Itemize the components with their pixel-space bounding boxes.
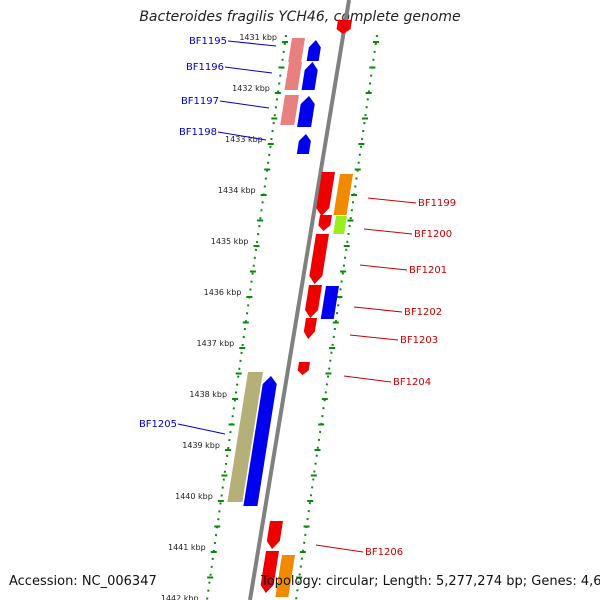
backbone-layer xyxy=(248,0,351,600)
gene-block xyxy=(275,555,295,597)
tick-label: 1438 kbp xyxy=(189,390,227,399)
gene-arrow xyxy=(336,20,352,34)
gene-features xyxy=(227,20,354,597)
tick-label: 1441 kbp xyxy=(168,543,206,552)
tick-label: 1435 kbp xyxy=(211,237,249,246)
gene-block xyxy=(227,372,263,502)
tick-tracks xyxy=(206,34,379,600)
map-title: Bacteroides fragilis YCH46, complete gen… xyxy=(139,9,461,25)
label-leader-line xyxy=(343,375,392,383)
gene-label-bf1195: BF1195 xyxy=(189,36,227,47)
gene-label-bf1202: BF1202 xyxy=(404,307,442,318)
gene-block xyxy=(280,95,299,125)
label-leader-line xyxy=(177,423,226,435)
gene-label-bf1200: BF1200 xyxy=(414,229,452,240)
label-leader-line xyxy=(227,40,277,47)
gene-arrow xyxy=(318,215,332,231)
gene-labels: BF1195 BF1196 BF1197 BF1198 BF1205 BF1199 BF12… xyxy=(139,36,456,558)
gene-label-bf1205: BF1205 xyxy=(139,419,177,430)
gene-arrow xyxy=(303,318,317,339)
gene-label-bf1206: BF1206 xyxy=(365,547,403,558)
tick-labels: 1431 kbp 1432 kbp 1433 kbp 1434 kbp 1435 kbp… xyxy=(161,33,277,600)
gene-arrow xyxy=(316,172,335,216)
label-leader-line xyxy=(219,100,270,109)
gene-label-bf1204: BF1204 xyxy=(393,377,431,388)
tick-track-left xyxy=(206,34,287,600)
gene-block xyxy=(320,286,339,319)
gene-label-bf1199: BF1199 xyxy=(418,198,456,209)
label-leader-line xyxy=(367,197,417,204)
label-leader-line xyxy=(353,306,403,313)
label-leader-line xyxy=(359,264,408,271)
gene-arrow xyxy=(297,362,310,375)
gene-arrow xyxy=(305,285,322,318)
gene-block xyxy=(333,174,354,215)
tick-label: 1436 kbp xyxy=(204,288,242,297)
tick-label: 1437 kbp xyxy=(197,339,235,348)
gene-arrow xyxy=(296,134,311,154)
gene-arrow xyxy=(266,521,283,549)
gene-label-bf1198: BF1198 xyxy=(179,127,217,138)
tick-label: 1433 kbp xyxy=(225,135,263,144)
gene-arrow xyxy=(306,40,321,61)
gene-label-bf1196: BF1196 xyxy=(186,62,224,73)
label-leader-line xyxy=(224,66,273,74)
gene-arrow xyxy=(297,96,315,127)
gene-label-bf1197: BF1197 xyxy=(181,96,219,107)
label-leader-line xyxy=(217,131,267,141)
gene-block xyxy=(288,38,305,62)
tick-label: 1439 kbp xyxy=(182,441,220,450)
gene-label-bf1203: BF1203 xyxy=(400,335,438,346)
label-leader-line xyxy=(315,544,364,553)
genome-backbone xyxy=(248,0,351,600)
gene-arrow xyxy=(309,234,329,284)
gene-arrow xyxy=(260,551,279,593)
tick-label: 1434 kbp xyxy=(218,186,256,195)
topology-text: Topology: circular; Length: 5,277,274 bp… xyxy=(261,574,600,589)
gene-block xyxy=(333,216,347,234)
gene-arrow xyxy=(243,376,277,506)
gene-arrow xyxy=(301,62,318,90)
label-leader-line xyxy=(349,334,399,341)
gene-label-bf1201: BF1201 xyxy=(409,265,447,276)
tick-label: 1431 kbp xyxy=(239,33,277,42)
tick-label: 1442 kbp xyxy=(161,594,199,600)
accession-text: Accession: NC_006347 xyxy=(9,574,157,589)
tick-label: 1432 kbp xyxy=(232,84,270,93)
gene-block xyxy=(284,62,302,90)
label-leader-line xyxy=(363,228,413,235)
tick-label: 1440 kbp xyxy=(175,492,213,501)
